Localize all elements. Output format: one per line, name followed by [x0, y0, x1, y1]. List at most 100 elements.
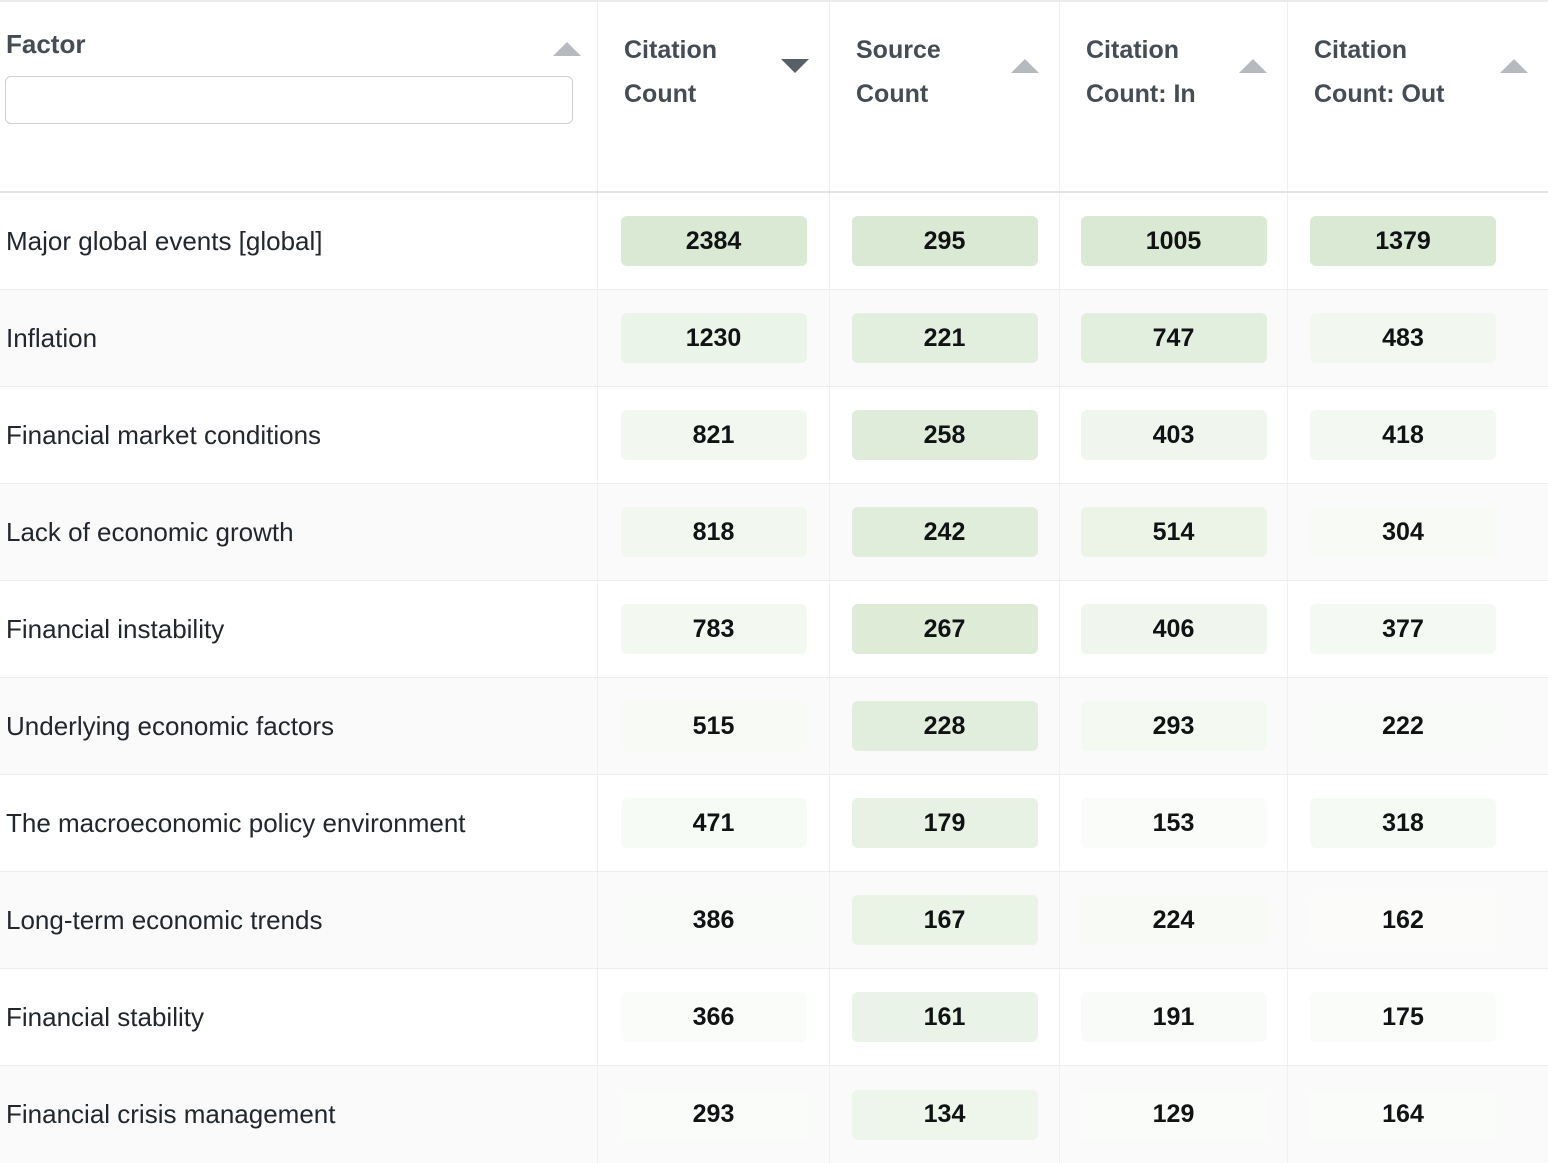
citation-count-in-cell: 153 — [1060, 775, 1288, 871]
value-heatmap-badge: 1379 — [1310, 216, 1496, 266]
column-header-label: Citation Count — [624, 36, 718, 108]
value-heatmap-badge: 167 — [851, 895, 1038, 945]
factor-cell: Financial market conditions — [0, 387, 598, 483]
value-heatmap-badge: 242 — [851, 507, 1038, 557]
sort-ascending-icon — [1011, 59, 1039, 73]
value-heatmap-badge: 818 — [620, 507, 807, 557]
sort-ascending-icon — [1500, 59, 1528, 73]
table-row: Financial instability 783 267 406 377 — [0, 581, 1548, 678]
value-heatmap-badge: 129 — [1080, 1089, 1267, 1140]
table-row: Inflation 1230 221 747 483 — [0, 290, 1548, 387]
citation-count-cell: 515 — [598, 678, 830, 774]
source-count-cell: 179 — [830, 775, 1060, 871]
value-heatmap-badge: 366 — [620, 992, 807, 1042]
citation-count-cell: 293 — [598, 1066, 830, 1163]
value-heatmap-badge: 2384 — [620, 216, 807, 266]
value-heatmap-badge: 514 — [1080, 507, 1267, 557]
citation-count-cell: 821 — [598, 387, 830, 483]
citation-count-in-cell: 406 — [1060, 581, 1288, 677]
factor-cell: Financial instability — [0, 581, 598, 677]
factor-cell: Financial crisis management — [0, 1066, 598, 1163]
table-row: The macroeconomic policy environment 471 1… — [0, 775, 1548, 872]
citation-count-out-cell: 304 — [1288, 484, 1548, 580]
citation-count-in-cell: 129 — [1060, 1066, 1288, 1163]
factor-cell: Long-term economic trends — [0, 872, 598, 968]
value-heatmap-badge: 821 — [620, 410, 807, 460]
source-count-cell: 228 — [830, 678, 1060, 774]
value-heatmap-badge: 318 — [1310, 798, 1496, 848]
citation-count-out-cell: 377 — [1288, 581, 1548, 677]
factor-cell: Underlying economic factors — [0, 678, 598, 774]
grid-body: Major global events [global] 2384 295 1005 1… — [0, 193, 1548, 1163]
citation-count-out-cell: 222 — [1288, 678, 1548, 774]
source-count-cell: 221 — [830, 290, 1060, 386]
value-heatmap-badge: 224 — [1080, 895, 1267, 945]
citation-count-in-cell: 747 — [1060, 290, 1288, 386]
sort-ascending-icon — [553, 42, 581, 56]
value-heatmap-badge: 1005 — [1080, 216, 1267, 266]
column-header-label: Citation Count: Out — [1314, 36, 1445, 108]
source-count-cell: 267 — [830, 581, 1060, 677]
value-heatmap-badge: 222 — [1310, 701, 1496, 751]
value-heatmap-badge: 304 — [1310, 507, 1496, 557]
factor-cell: Major global events [global] — [0, 193, 598, 289]
value-heatmap-badge: 221 — [851, 313, 1038, 363]
value-heatmap-badge: 1230 — [620, 313, 807, 363]
citation-count-cell: 366 — [598, 969, 830, 1065]
factor-cell: Financial stability — [0, 969, 598, 1065]
column-header-citation-count[interactable]: Citation Count — [598, 2, 830, 191]
column-header-citation-count-in[interactable]: Citation Count: In — [1060, 2, 1288, 191]
citation-count-in-cell: 403 — [1060, 387, 1288, 483]
factor-cell: Inflation — [0, 290, 598, 386]
citation-count-in-cell: 1005 — [1060, 193, 1288, 289]
column-header-factor[interactable]: Factor — [0, 2, 598, 191]
value-heatmap-badge: 471 — [620, 798, 807, 848]
citation-count-in-cell: 224 — [1060, 872, 1288, 968]
column-header-source-count[interactable]: Source Count — [830, 2, 1060, 191]
citation-count-cell: 783 — [598, 581, 830, 677]
value-heatmap-badge: 783 — [620, 604, 807, 654]
factor-cell: The macroeconomic policy environment — [0, 775, 598, 871]
value-heatmap-badge: 377 — [1310, 604, 1496, 654]
citation-count-out-cell: 162 — [1288, 872, 1548, 968]
table-row: Underlying economic factors 515 228 293 222 — [0, 678, 1548, 775]
value-heatmap-badge: 293 — [1080, 701, 1267, 751]
value-heatmap-badge: 179 — [851, 798, 1038, 848]
column-header-citation-count-out[interactable]: Citation Count: Out — [1288, 2, 1548, 191]
column-header-label: Source Count — [856, 36, 941, 108]
table-row: Long-term economic trends 386 167 224 162 — [0, 872, 1548, 969]
value-heatmap-badge: 161 — [851, 992, 1038, 1042]
citation-count-out-cell: 175 — [1288, 969, 1548, 1065]
value-heatmap-badge: 295 — [851, 216, 1038, 266]
value-heatmap-badge: 267 — [851, 604, 1038, 654]
value-heatmap-badge: 483 — [1310, 313, 1496, 363]
value-heatmap-badge: 406 — [1080, 604, 1267, 654]
citation-count-cell: 818 — [598, 484, 830, 580]
value-heatmap-badge: 191 — [1080, 992, 1267, 1042]
value-heatmap-badge: 175 — [1310, 992, 1496, 1042]
value-heatmap-badge: 134 — [851, 1089, 1038, 1140]
citation-count-cell: 1230 — [598, 290, 830, 386]
citation-count-out-cell: 418 — [1288, 387, 1548, 483]
citation-count-cell: 2384 — [598, 193, 830, 289]
value-heatmap-badge: 386 — [620, 895, 807, 945]
value-heatmap-badge: 293 — [620, 1089, 807, 1140]
grid-header-row: Factor Citation Count Source Count Citat… — [0, 2, 1548, 193]
factor-filter-input[interactable] — [5, 76, 573, 124]
table-row: Lack of economic growth 818 242 514 304 — [0, 484, 1548, 581]
source-count-cell: 167 — [830, 872, 1060, 968]
value-heatmap-badge: 164 — [1310, 1089, 1496, 1140]
table-row: Financial stability 366 161 191 175 — [0, 969, 1548, 1066]
sort-ascending-icon — [1239, 59, 1267, 73]
citation-count-out-cell: 1379 — [1288, 193, 1548, 289]
value-heatmap-badge: 403 — [1080, 410, 1267, 460]
value-heatmap-badge: 258 — [851, 410, 1038, 460]
sort-descending-icon — [781, 59, 809, 73]
citation-count-out-cell: 164 — [1288, 1066, 1548, 1163]
citation-count-cell: 471 — [598, 775, 830, 871]
table-row: Major global events [global] 2384 295 1005 1… — [0, 193, 1548, 290]
table-row: Financial crisis management 293 134 129 164 — [0, 1066, 1548, 1163]
citation-count-in-cell: 293 — [1060, 678, 1288, 774]
factor-cell: Lack of economic growth — [0, 484, 598, 580]
